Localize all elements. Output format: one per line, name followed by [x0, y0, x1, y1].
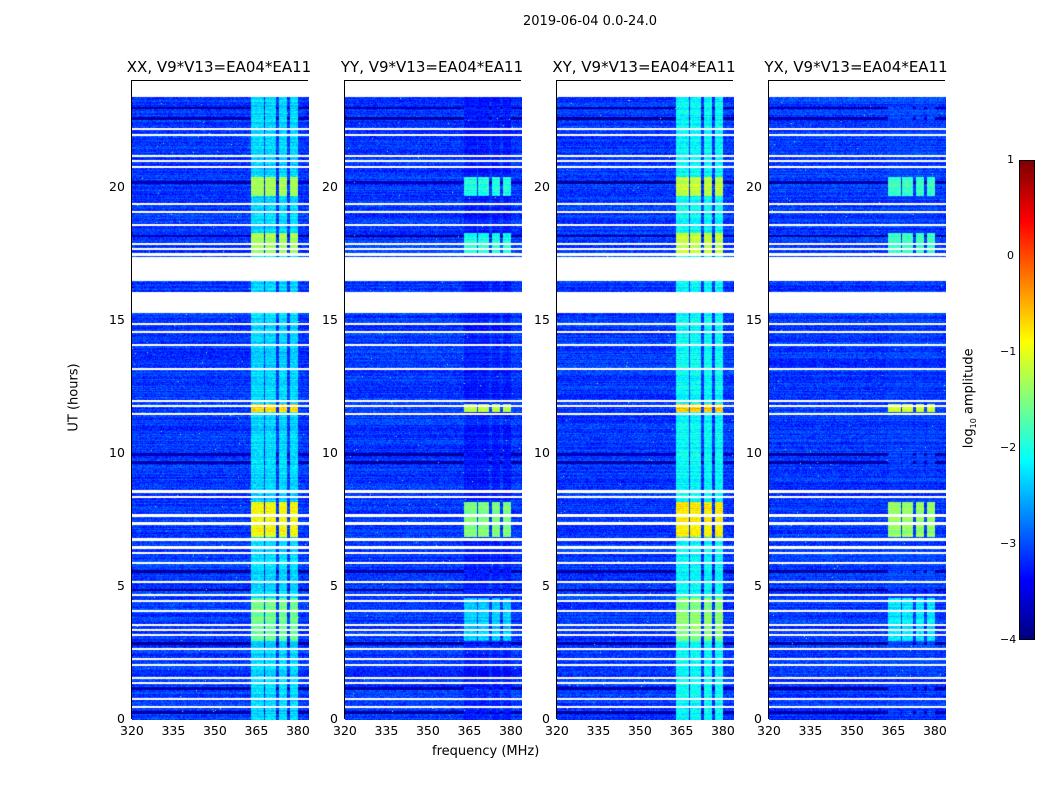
- y-tick-label: 0: [330, 711, 338, 726]
- heatmap-panel: [768, 80, 946, 720]
- x-tick-label: 380: [922, 723, 947, 738]
- y-tick-label: 5: [117, 577, 125, 593]
- y-axis-label: UT (hours): [66, 363, 82, 432]
- y-tick-label: 20: [746, 178, 762, 194]
- x-tick-label: 320: [120, 723, 144, 738]
- colorbar-tick-label: 1: [1007, 153, 1014, 166]
- heatmap-cells: [132, 81, 309, 720]
- colorbar: [1019, 160, 1035, 640]
- y-tick-label: 20: [322, 178, 338, 194]
- y-tick-label: 15: [746, 311, 762, 327]
- x-tick-label: 320: [333, 723, 357, 738]
- x-tick-label: 380: [498, 723, 523, 738]
- heatmap-panel: [131, 80, 309, 720]
- x-tick-label: 335: [161, 723, 186, 738]
- colorbar-tick-label: 0: [1007, 249, 1014, 262]
- y-tick-label: 10: [109, 444, 125, 460]
- x-axis-label: frequency (MHz): [432, 744, 540, 759]
- colorbar-tick-label: −4: [1000, 633, 1017, 646]
- x-tick-label: 380: [285, 723, 310, 738]
- heatmap-panel: [556, 80, 734, 720]
- x-tick-label: 335: [586, 723, 611, 738]
- x-tick-label: 335: [798, 723, 823, 738]
- heatmap-cells: [557, 81, 734, 720]
- panel-title: YX, V9*V13=EA04*EA11: [764, 58, 948, 76]
- x-tick-label: 365: [881, 723, 906, 738]
- y-tick-label: 10: [534, 444, 550, 460]
- x-tick-label: 350: [627, 723, 652, 738]
- heatmap-panel: [344, 80, 522, 720]
- x-tick-label: 350: [839, 723, 864, 738]
- y-tick-label: 15: [534, 311, 550, 327]
- y-tick-label: 0: [117, 711, 125, 726]
- x-tick-label: 350: [415, 723, 440, 738]
- y-tick-label: 0: [542, 711, 550, 726]
- y-tick-label: 10: [746, 444, 762, 460]
- x-tick-label: 365: [244, 723, 269, 738]
- colorbar-tick-label: −3: [1000, 537, 1017, 550]
- colorbar-tick-label: −2: [1000, 441, 1017, 454]
- y-tick-label: 5: [330, 577, 338, 593]
- figure-title: 2019-06-04 0.0-24.0: [523, 14, 657, 29]
- y-tick-label: 5: [542, 577, 550, 593]
- heatmap-cells: [769, 81, 946, 720]
- colorbar-label: log10 amplitude: [961, 348, 979, 449]
- y-tick-label: 5: [754, 577, 762, 593]
- y-tick-label: 0: [754, 711, 762, 726]
- x-tick-label: 365: [669, 723, 694, 738]
- panel-title: XX, V9*V13=EA04*EA11: [126, 58, 312, 76]
- y-tick-label: 20: [109, 178, 125, 194]
- y-tick-label: 15: [109, 311, 125, 327]
- panel-title: XY, V9*V13=EA04*EA11: [552, 58, 736, 76]
- y-tick-label: 10: [322, 444, 338, 460]
- x-tick-label: 320: [757, 723, 781, 738]
- panel-title: YY, V9*V13=EA04*EA11: [340, 58, 524, 76]
- x-tick-label: 380: [710, 723, 735, 738]
- x-tick-label: 320: [545, 723, 569, 738]
- y-tick-label: 20: [534, 178, 550, 194]
- colorbar-tick-label: −1: [1000, 345, 1017, 358]
- x-tick-label: 365: [457, 723, 482, 738]
- x-tick-label: 350: [202, 723, 227, 738]
- heatmap-cells: [345, 81, 522, 720]
- x-tick-label: 335: [374, 723, 399, 738]
- y-tick-label: 15: [322, 311, 338, 327]
